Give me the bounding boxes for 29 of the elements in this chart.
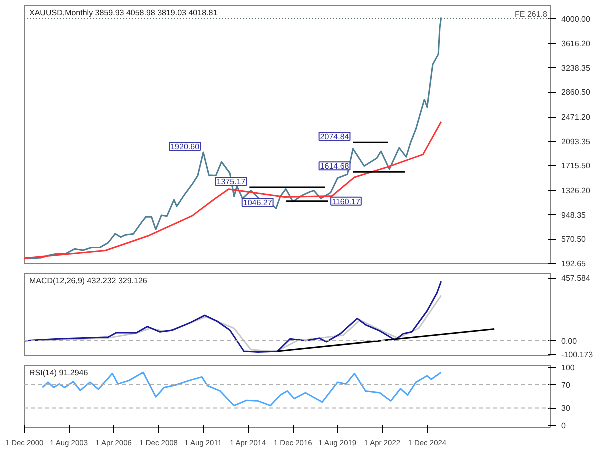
line-series [24, 121, 442, 260]
annotation: 1046.27 [243, 198, 273, 208]
y-tick-label: 2860.50 [562, 88, 591, 98]
y-tick-label: 2471.20 [562, 113, 591, 122]
y-tick-label: 457.584 [562, 274, 591, 284]
annotation: 1160.17 [332, 197, 361, 206]
y-tick-label: 948.35 [562, 210, 587, 220]
y-tick-label: 192.65 [562, 260, 587, 268]
y-tick-label: 3616.20 [562, 40, 591, 49]
y-tick-label: 3238.35 [562, 64, 591, 73]
y-tick-label: 100 [562, 363, 576, 372]
y-tick-label: 1326.20 [562, 186, 591, 196]
y-tick-label: 0 [562, 422, 566, 431]
annotation: 2074.84 [320, 132, 350, 142]
annotation: 1375.17 [216, 178, 246, 187]
chart-title: RSI(14) 91.2946 [30, 368, 89, 378]
ref-line-label: FE 261.8 [515, 10, 548, 19]
annotation: 1614.68 [320, 162, 350, 172]
chart-title: XAUUSD,Monthly 3859.93 4058.98 3819.03 4018.81 [30, 8, 218, 18]
y-tick-label: 0.00 [562, 336, 578, 346]
y-tick-label: 30 [562, 404, 571, 414]
y-tick-label: 70 [562, 380, 571, 390]
y-tick-label: 2093.35 [562, 137, 591, 146]
y-tick-label: 4000.00 [562, 14, 591, 24]
annotation: 1920.60 [170, 142, 200, 152]
y-tick-label: 570.50 [562, 235, 587, 244]
chart-title: MACD(12,26,9) 432.232 329.126 [30, 276, 148, 286]
y-tick-label: -100.173 [562, 350, 594, 360]
y-tick-label: 1715.50 [562, 162, 591, 171]
